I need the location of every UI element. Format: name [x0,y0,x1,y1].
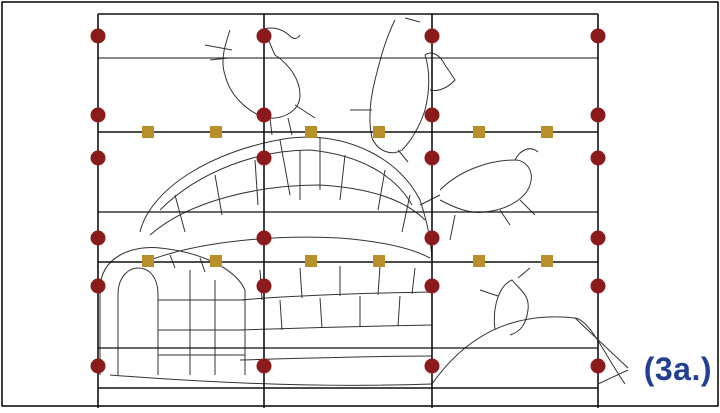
penguin-mid-limbs [419,194,536,241]
penguin-small-body [493,279,529,336]
pin-1-5 [473,126,485,138]
igloo-penguin-drawing [99,17,626,386]
rivet-2-2 [256,107,272,123]
igloo-base-bricks-2 [279,295,401,331]
rivet-6-2 [256,358,272,374]
pin-2-3 [305,255,317,267]
pin-1-4 [373,126,385,138]
rivet-2-3 [424,107,440,123]
igloo-base-row-1 [239,291,433,301]
tunnel-outline [99,247,246,375]
rivet-2-4 [590,107,606,123]
rivet-1-3 [424,28,440,44]
pin-2-6 [541,255,553,267]
rivet-6-3 [424,358,440,374]
rivet-markers [90,28,606,374]
igloo-dome-row-2 [149,184,426,236]
pin-2-1 [142,255,154,267]
rivet-1-4 [590,28,606,44]
rivet-5-4 [590,278,606,294]
tunnel-rows [158,299,245,356]
penguin-mid-head [514,148,539,161]
rivet-5-1 [90,278,106,294]
ground-line [109,374,433,386]
rivet-3-1 [90,150,106,166]
snow-mound [431,316,626,385]
rivet-6-1 [90,358,106,374]
rivet-5-3 [424,278,440,294]
penguin-small-flippers [479,267,531,297]
igloo-base-row-2 [239,324,433,331]
penguin-left-limbs [204,44,316,136]
igloo-dome-outline [139,136,433,266]
rivet-4-3 [424,230,440,246]
igloo-dome-bricks [174,150,411,233]
rivet-1-1 [90,28,106,44]
pin-2-2 [210,255,222,267]
pin-1-1 [142,126,154,138]
igloo-base-row-3 [239,355,433,361]
rivet-3-2 [256,150,272,166]
rivet-1-2 [256,28,272,44]
pin-markers [142,126,553,267]
tunnel-bricks [169,254,216,375]
pin-1-3 [305,126,317,138]
igloo-dome-top-bricks [279,138,321,196]
igloo-dome-row-3 [144,236,431,263]
penguin-right-limbs [350,17,421,163]
igloo-dome-row-1 [159,149,413,211]
pin-2-4 [373,255,385,267]
penguin-right-head [424,52,456,91]
penguin-right-body [369,19,430,154]
penguin-left-head [261,27,301,39]
penguin-mid-body [439,159,532,213]
rivet-3-4 [590,150,606,166]
penguin-left-body [222,29,301,119]
rivet-6-4 [590,358,606,374]
step-label: (3a.) [643,351,712,387]
pin-1-2 [210,126,222,138]
rivet-5-2 [256,278,272,294]
grid-lines [97,13,599,408]
rivet-4-4 [590,230,606,246]
rivet-4-1 [90,230,106,246]
rivet-3-3 [424,150,440,166]
tunnel-doorway [117,267,159,375]
pin-2-5 [473,255,485,267]
pin-1-6 [541,126,553,138]
rivet-4-2 [256,230,272,246]
callout-leader [574,317,629,385]
rivet-2-1 [90,107,106,123]
